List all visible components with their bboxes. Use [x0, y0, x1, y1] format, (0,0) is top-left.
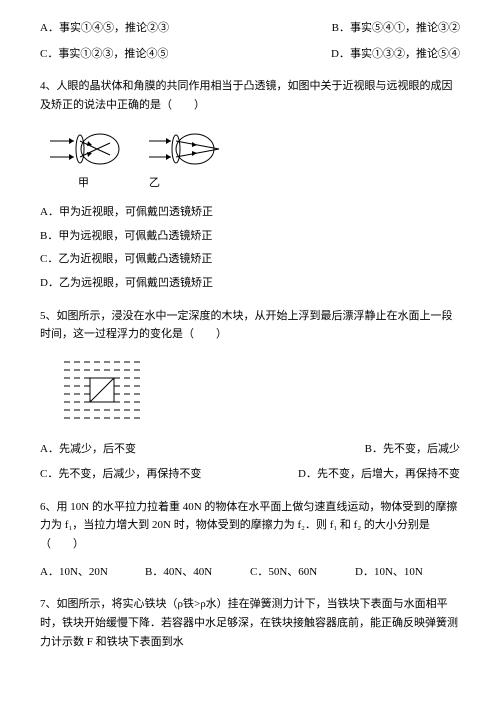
- q5-row2: C．先不变，后减少，再保持不变 D．先不变，后增大，再保持不变: [40, 466, 460, 484]
- q5-optB: B．先不变，后减少: [365, 441, 460, 459]
- q5-optD: D．先不变，后增大，再保持不变: [298, 466, 460, 484]
- q5-stem: 5、如图所示，浸没在水中一定深度的木块，从开始上浮到最后漂浮静止在水面上一段时间…: [40, 307, 460, 344]
- q3-row1: A．事实①④⑤，推论②③ B．事实⑤④①，推论③②: [40, 20, 460, 38]
- q6-optB: B．40N、40N: [145, 564, 250, 582]
- q3-row2: C．事实①②③，推论④⑤ D．事实①③②，推论⑤④: [40, 46, 460, 64]
- q4-optC: C．乙为近视眼，可佩戴凸透镜矫正: [40, 251, 460, 269]
- q3-optA: A．事实①④⑤，推论②③: [40, 20, 169, 38]
- label-jia: 甲: [78, 175, 89, 193]
- q4-stem: 4、人眼的晶状体和角膜的共同作用相当于凸透镜，如图中关于近视眼与远视眼的成因及矫…: [40, 77, 460, 114]
- q3-optB: B．事实⑤④①，推论③②: [332, 20, 460, 38]
- q5-row1: A．先减少，后不变 B．先不变，后减少: [40, 441, 460, 459]
- q5-optA: A．先减少，后不变: [40, 441, 136, 459]
- q6-optA: A．10N、20N: [40, 564, 145, 582]
- q4-optA: A．甲为近视眼，可佩戴凹透镜矫正: [40, 204, 460, 222]
- q5-optC: C．先不变，后减少，再保持不变: [40, 466, 201, 484]
- q3-optC: C．事实①②③，推论④⑤: [40, 46, 168, 64]
- q4-optD: D．乙为远视眼，可佩戴凹透镜矫正: [40, 275, 460, 293]
- q6-optD: D．10N、10N: [355, 564, 460, 582]
- q6-options: A．10N、20N B．40N、40N C．50N、60N D．10N、10N: [40, 564, 460, 582]
- q6-optC: C．50N、60N: [250, 564, 355, 582]
- q7-stem: 7、如图所示，将实心铁块（ρ铁>ρ水）挂在弹簧测力计下，当铁块下表面与水面相平时…: [40, 595, 460, 651]
- q3-optD: D．事实①③②，推论⑤④: [331, 46, 460, 64]
- q4-optB: B．甲为远视眼，可佩戴凸透镜矫正: [40, 228, 460, 246]
- q4-figure: 甲 乙: [50, 127, 460, 193]
- eye-yi-diagram: [149, 127, 224, 171]
- eye-jia-diagram: [50, 127, 125, 171]
- label-yi: 乙: [149, 175, 160, 193]
- q6-stem: 6、用 10N 的水平拉力拉着重 40N 的物体在水平面上做匀速直线运动，物体受…: [40, 498, 460, 554]
- q5-figure: [60, 354, 460, 431]
